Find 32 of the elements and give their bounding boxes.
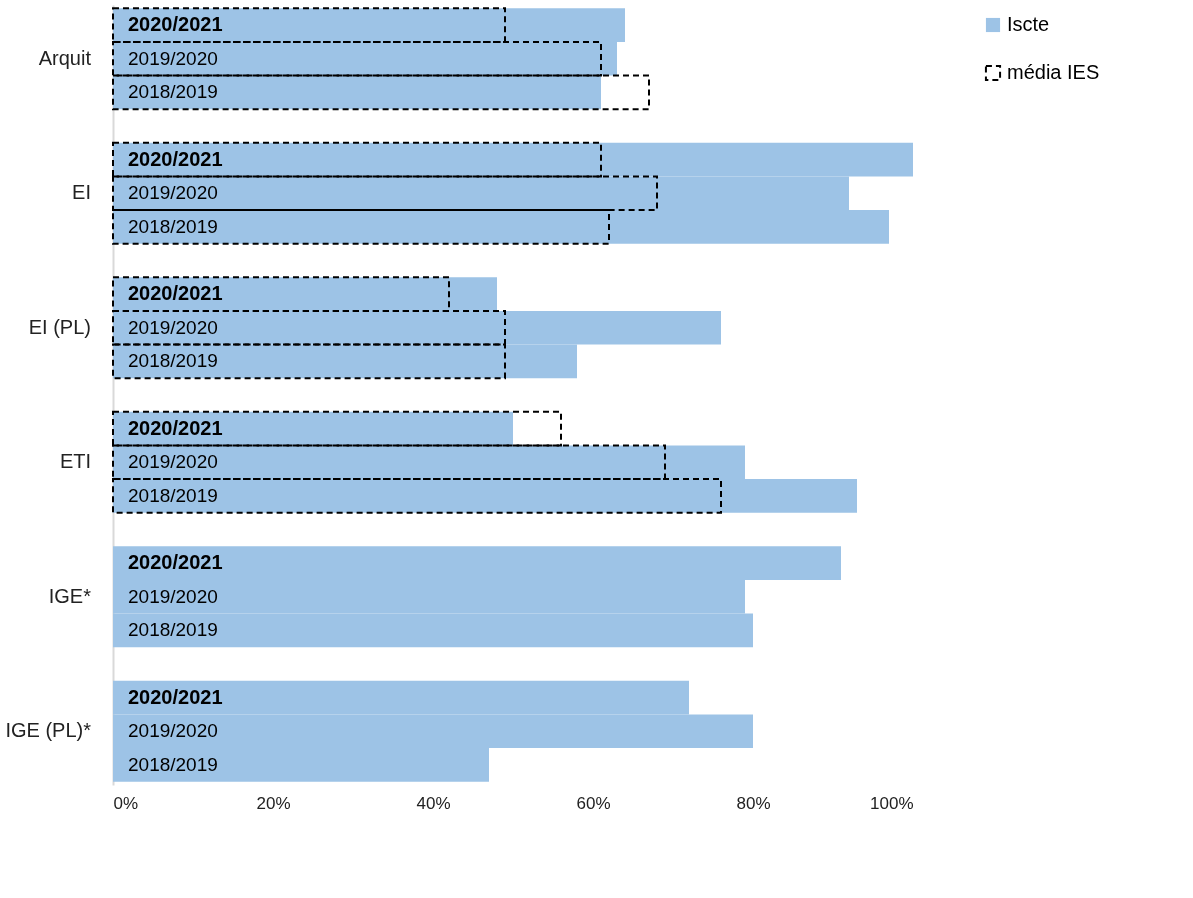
y-tick-label: 2020/2021 <box>128 551 223 574</box>
y-tick-label: 2018/2019 <box>128 484 218 506</box>
y-tick-label: 2020/2021 <box>128 416 223 439</box>
text: ETI <box>59 450 91 473</box>
y-tick-label: 2019/2020 <box>128 451 218 473</box>
y-tick-label: 2020/2021 <box>128 147 223 170</box>
x-tick-label: 40% <box>416 793 451 813</box>
y-tick-label: 2018/2019 <box>128 81 218 103</box>
y-tick-label: 2019/2020 <box>128 585 218 607</box>
y-tick-label: 2018/2019 <box>128 619 218 641</box>
x-tick-label: 80% <box>736 793 771 813</box>
y-tick-label: 2020/2021 <box>128 282 223 305</box>
text: EI (PL) <box>28 315 91 338</box>
y-tick-label: 2018/2019 <box>128 753 218 775</box>
text: Arquit <box>38 46 92 69</box>
y-tick-label: 2019/2020 <box>128 316 218 338</box>
text: IGE (PL)* <box>5 719 92 742</box>
x-tick-label: 60% <box>576 793 611 813</box>
y-tick-label: 2020/2021 <box>128 13 223 36</box>
y-tick-label: 2019/2020 <box>128 182 218 204</box>
x-tick-label: 20% <box>256 793 291 813</box>
x-tick-label: 100% <box>870 793 914 813</box>
y-tick-label: 2019/2020 <box>128 47 218 69</box>
legend-label: média IES <box>1007 61 1100 83</box>
y-tick-label: 2020/2021 <box>128 685 223 708</box>
y-tick-label: 2019/2020 <box>128 720 218 742</box>
y-tick-label: 2018/2019 <box>128 350 218 372</box>
y-tick-label: 2018/2019 <box>128 215 218 237</box>
legend-label: Iscte <box>1007 13 1050 35</box>
x-tick-label: 0% <box>113 793 139 813</box>
text: IGE* <box>48 584 92 607</box>
text: EI <box>72 181 91 204</box>
